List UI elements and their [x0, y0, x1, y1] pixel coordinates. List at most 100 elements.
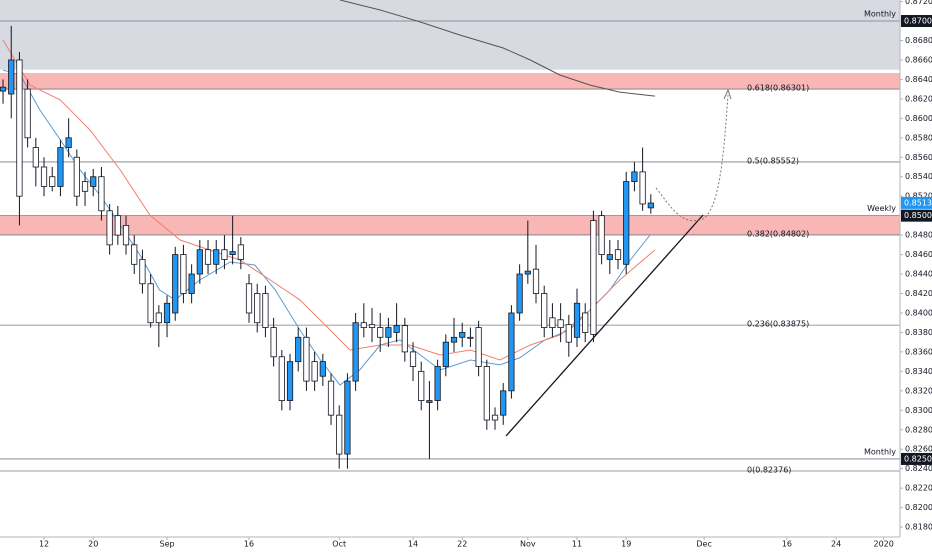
- candle-body: [90, 176, 97, 187]
- price-tag: [901, 196, 932, 209]
- projection-path: [655, 94, 729, 222]
- candle-body: [131, 244, 138, 265]
- candle-body: [524, 270, 531, 275]
- candle-body: [106, 210, 113, 246]
- level-label: Monthly: [864, 447, 896, 456]
- level-label: Weekly: [867, 204, 896, 213]
- candles: [0, 25, 654, 469]
- candle-body: [500, 390, 507, 416]
- candle-body: [360, 322, 367, 328]
- candle-body: [49, 176, 56, 187]
- trend-line: [505, 214, 704, 437]
- candle-body: [483, 366, 490, 421]
- candle-body: [614, 249, 622, 260]
- candle-body: [401, 325, 408, 353]
- candle-body: [385, 327, 392, 338]
- candle-body: [565, 324, 572, 343]
- candle-body: [229, 251, 236, 255]
- candle-body: [311, 361, 318, 382]
- x-tick-label: 20: [88, 540, 98, 549]
- x-tick-label: 12: [39, 540, 49, 549]
- zone: [0, 0, 900, 70]
- candle-body: [24, 88, 31, 139]
- candle-body: [426, 400, 433, 403]
- candle-body: [237, 244, 244, 260]
- price-tag-label: 0.85131: [904, 198, 932, 207]
- x-tick-label: Sep: [159, 540, 174, 549]
- x-tick-label: 2020: [874, 540, 894, 549]
- candle-body: [270, 327, 277, 358]
- candle-body: [303, 336, 310, 382]
- candle-body: [327, 380, 335, 416]
- moving-average: [339, 0, 655, 97]
- levels: Monthly 0.618(0.86301) 0.5(0.85552) Weekly 0…: [0, 10, 900, 475]
- candle-body: [377, 327, 384, 338]
- candle-body: [541, 293, 548, 328]
- zones: [0, 0, 900, 236]
- candle-body: [434, 366, 441, 401]
- candle-body: [180, 254, 187, 294]
- candle-body: [393, 325, 400, 333]
- candle-body: [467, 336, 474, 339]
- candle-body: [336, 414, 343, 455]
- fib-label: 0(0.82376): [747, 466, 791, 475]
- candle-body: [254, 293, 261, 324]
- candle-body: [262, 293, 269, 328]
- candle-body: [573, 302, 581, 338]
- candle-body: [623, 181, 630, 265]
- candle-body: [213, 249, 220, 265]
- candle-body: [0, 86, 7, 92]
- candle-body: [639, 171, 646, 205]
- zone: [0, 72, 900, 90]
- candle-body: [57, 147, 64, 187]
- candle-body: [418, 370, 425, 401]
- candle-body: [286, 361, 294, 401]
- level-label: Monthly: [864, 10, 896, 19]
- candle-body: [516, 273, 523, 314]
- projection-arrow: [723, 88, 732, 100]
- fib-label: 0.618(0.86301): [747, 84, 809, 93]
- candle-body: [155, 312, 162, 324]
- price-tag: [901, 15, 932, 28]
- candle-body: [532, 268, 540, 294]
- candle-body: [114, 215, 121, 236]
- candle-body: [278, 356, 285, 401]
- candle-body: [549, 317, 556, 328]
- zone: [0, 215, 900, 236]
- candle-body: [459, 332, 466, 338]
- candle-body: [508, 312, 515, 392]
- candle-body: [172, 254, 179, 314]
- candle-body: [590, 220, 597, 335]
- moving-average: [2, 39, 656, 361]
- candle-body: [188, 273, 195, 294]
- x-tick-label: 24: [831, 540, 841, 549]
- candle-body: [122, 224, 130, 246]
- candle-body: [147, 283, 154, 324]
- candle-body: [442, 341, 449, 367]
- candle-body: [450, 336, 458, 343]
- candle-body: [40, 166, 48, 187]
- fib-label: 0.382(0.84802): [747, 229, 809, 238]
- fib-label: 0.5(0.85552): [747, 156, 799, 165]
- candle-body: [647, 202, 654, 209]
